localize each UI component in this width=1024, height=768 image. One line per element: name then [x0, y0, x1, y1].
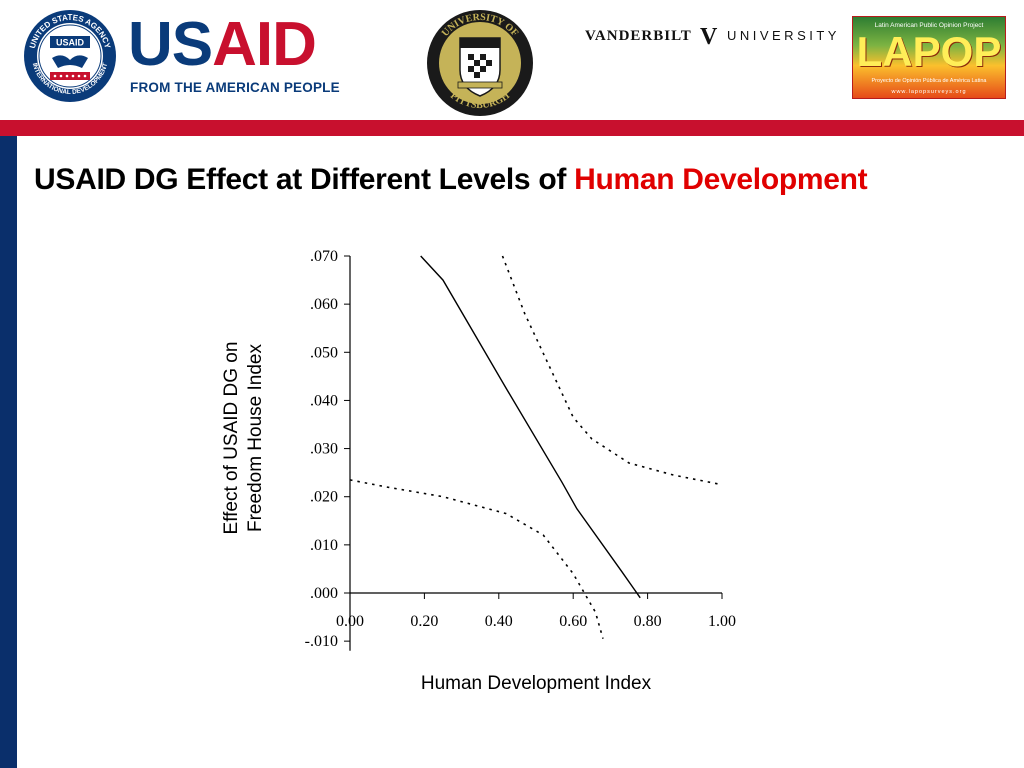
y-axis-title: Effect of USAID DG on Freedom House Index — [221, 342, 266, 535]
x-axis-title: Human Development Index — [421, 673, 652, 694]
lapop-wordmark: LAPOP — [856, 28, 1002, 75]
estimate-line — [420, 255, 641, 599]
y-tick-label: .050 — [310, 344, 338, 361]
y-tick-label: -.010 — [305, 633, 338, 650]
y-tick-label: .000 — [310, 585, 338, 602]
red-divider-bar — [0, 120, 1024, 136]
x-tick-label: 0.40 — [485, 613, 513, 630]
header-banner: UNITED STATES AGENCY INTERNATIONAL DEVEL… — [0, 0, 1024, 120]
y-ticks: .070 .060 .050 .040 .030 .020 .010 .000 -.010 — [305, 248, 350, 650]
y-tick-label: .040 — [310, 392, 338, 409]
x-tick-label: 1.00 — [708, 613, 736, 630]
vanderbilt-right: UNIVERSITY — [726, 28, 840, 43]
slide-title-highlight: Human Development — [574, 163, 868, 196]
y-axis-title-line: Effect of USAID DG on — [221, 342, 242, 535]
usaid-wordmark: USAID — [128, 14, 317, 76]
vanderbilt-left: VANDERBILT — [585, 28, 692, 44]
vanderbilt-v-mark: V — [700, 24, 719, 50]
lapop-subtext: Proyecto de Opinión Pública de América L… — [871, 78, 987, 84]
y-tick-label: .030 — [310, 441, 338, 458]
vanderbilt-logo: VANDERBILT V UNIVERSITY — [585, 24, 840, 51]
y-tick-label: .070 — [310, 248, 338, 265]
y-tick-label: .020 — [310, 489, 338, 506]
x-tick-label: 0.80 — [634, 613, 662, 630]
confidence-bound-line — [501, 255, 723, 486]
x-tick-label: 0.00 — [336, 613, 364, 630]
navy-side-bar — [0, 136, 17, 768]
x-tick-label: 0.60 — [559, 613, 587, 630]
chart-series — [349, 255, 723, 639]
slide-title: USAID DG Effect at Different Levels of H… — [34, 163, 868, 197]
y-tick-label: .060 — [310, 296, 338, 313]
y-tick-label: .010 — [310, 537, 338, 554]
usaid-seal-icon: UNITED STATES AGENCY INTERNATIONAL DEVEL… — [24, 10, 116, 102]
usaid-wordmark-us: US — [128, 10, 213, 79]
confidence-bound-line — [349, 479, 604, 639]
lapop-url: www.lapopsurveys.org — [891, 89, 967, 95]
x-tick-label: 0.20 — [410, 613, 438, 630]
svg-text:USAID: USAID — [56, 38, 85, 48]
usaid-wordmark-aid: AID — [212, 10, 317, 79]
lapop-top-text: Latin American Public Opinion Project — [874, 22, 984, 29]
slide-title-main: USAID DG Effect at Different Levels of — [34, 163, 575, 196]
y-axis-title-line: Freedom House Index — [245, 344, 266, 532]
usaid-tagline: FROM THE AMERICAN PEOPLE — [130, 80, 340, 95]
chart-axes — [349, 256, 722, 651]
pitt-seal-icon: UNIVERSITY OF PITTSBURGH — [427, 10, 533, 116]
x-ticks: 0.00 0.20 0.40 0.60 0.80 1.00 — [336, 593, 736, 630]
lapop-logo: Latin American Public Opinion Project LA… — [852, 16, 1006, 99]
